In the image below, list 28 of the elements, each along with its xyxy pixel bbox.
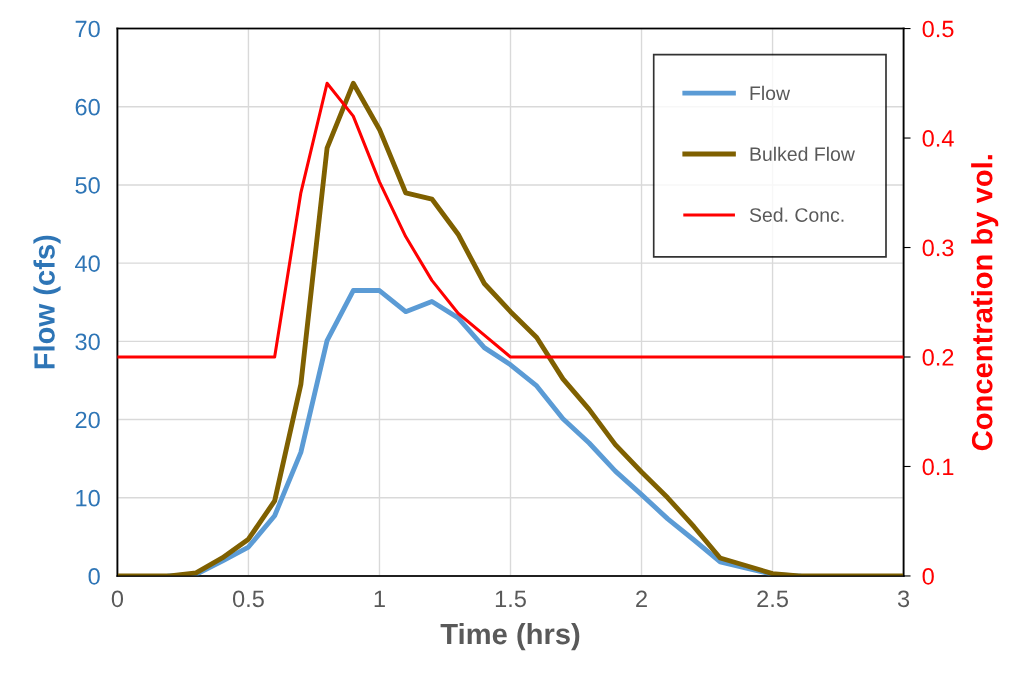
y-tick-label: 0 [88,568,100,585]
legend-label: Sed. Conc. [749,207,844,222]
x-tick-label: 0.5 [232,590,264,608]
y-tick-label: 30 [75,333,100,351]
legend-label: Flow [750,85,791,101]
y-axis-title: Flow (cfs) [33,235,61,369]
y2-axis-title: Concentration by vol. [971,155,999,451]
y2-tick-label: 0.3 [922,239,954,257]
x-tick-label: 0 [111,590,124,608]
y2-tick-label: 0.4 [922,130,954,147]
x-tick-label: 2.5 [757,590,788,608]
y-tick-label: 60 [75,98,100,116]
x-axis-title: Time (hrs) [440,622,580,651]
y-tick-label: 70 [75,20,100,38]
x-tick-label: 2 [636,590,647,607]
y2-tick-label: 0.2 [922,349,954,366]
y2-tick-label: 0 [922,568,934,585]
x-tick-label: 1.5 [495,590,526,608]
y2-tick-label: 0.5 [922,20,954,38]
y-tick-label: 50 [75,177,100,194]
x-tick-label: 1 [374,590,385,607]
legend-label: Bulked Flow [750,146,855,161]
y-tick-label: 10 [76,489,100,507]
y2-tick-label: 0.1 [922,458,954,476]
x-tick-label: 3 [897,590,910,608]
line-series [117,81,904,359]
y-tick-label: 40 [75,255,100,272]
y-tick-label: 20 [75,411,100,429]
